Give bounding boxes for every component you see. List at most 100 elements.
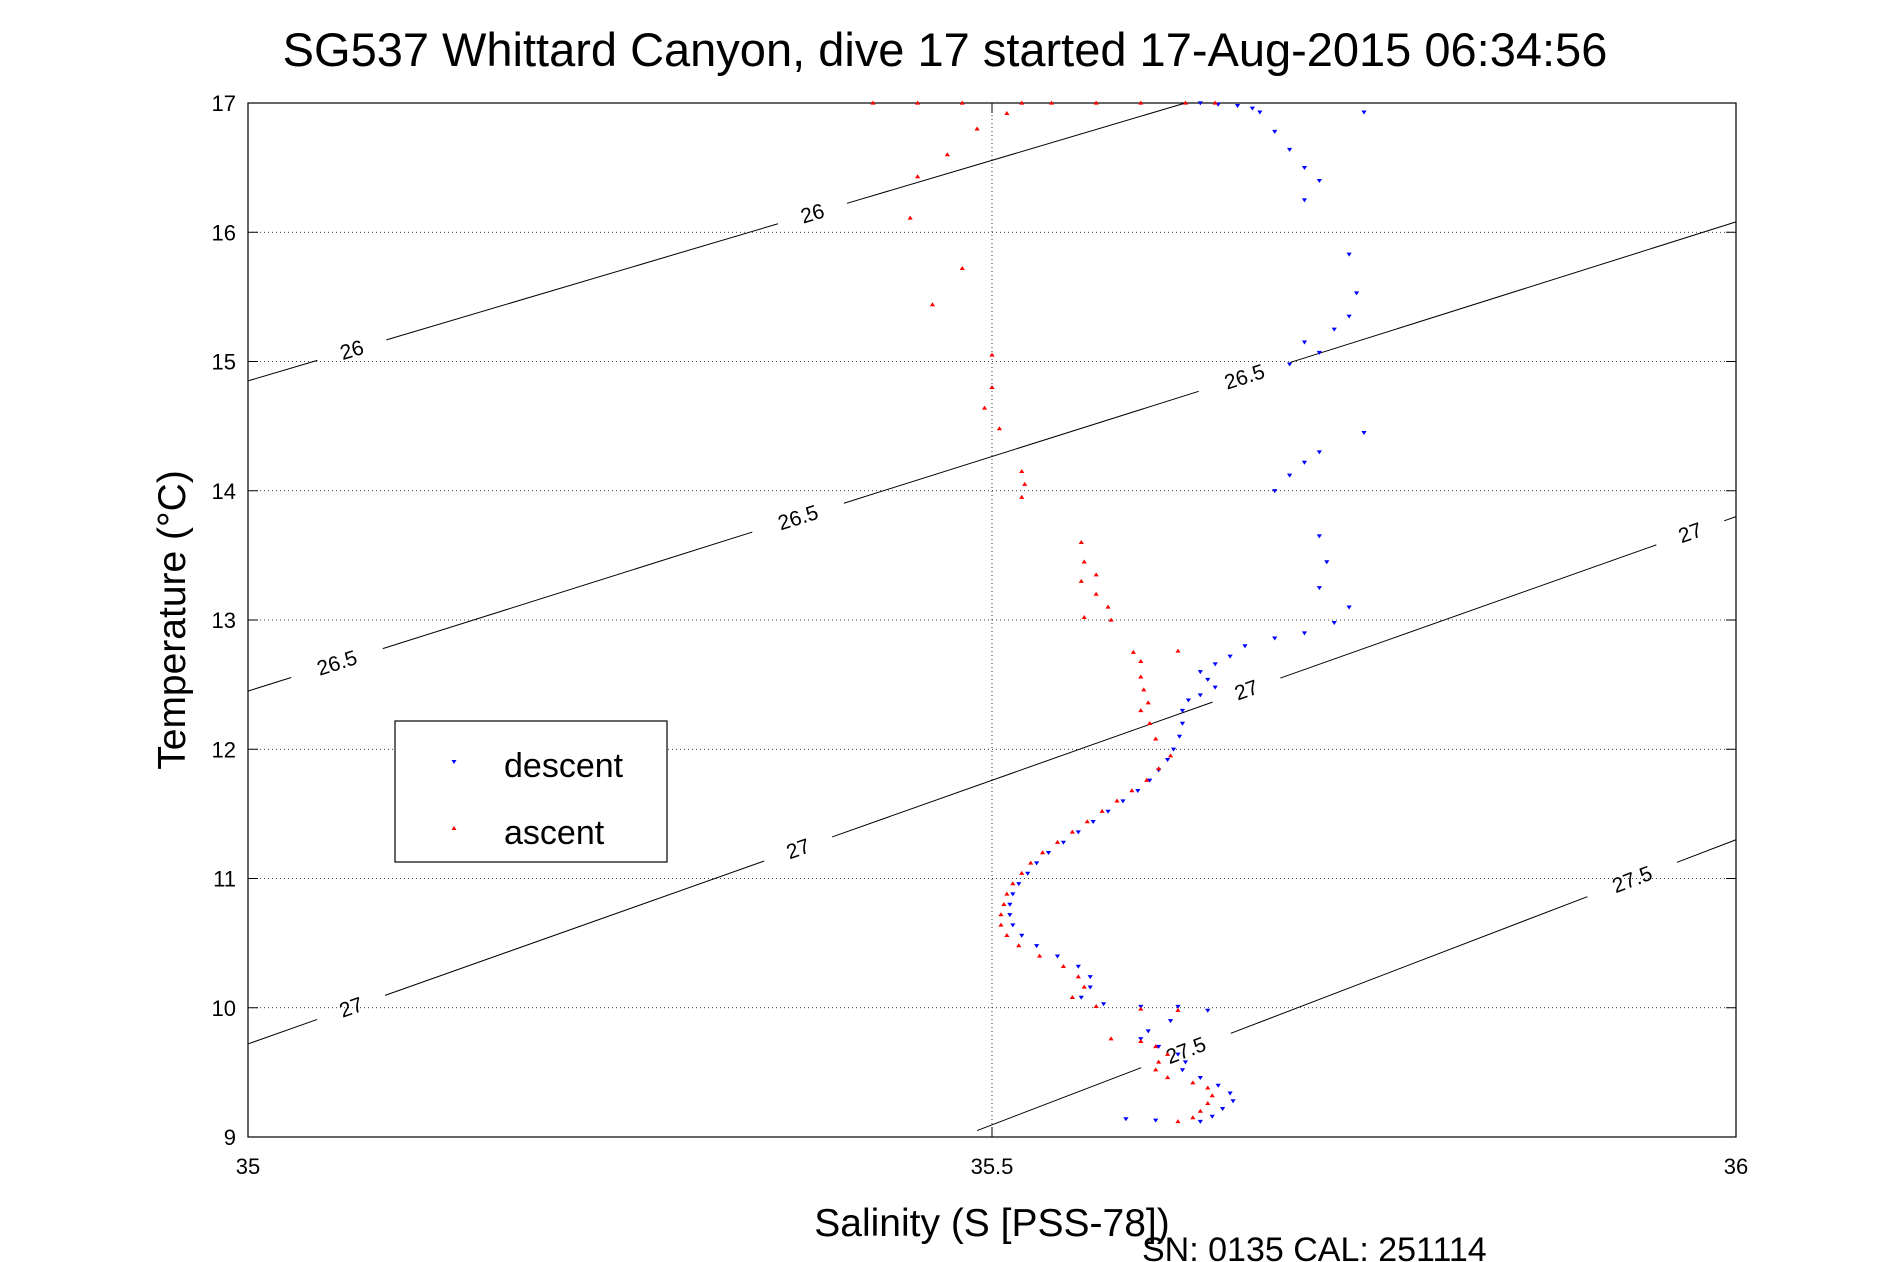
legend-ascent-label: ascent xyxy=(504,814,605,852)
descent-point xyxy=(1007,902,1013,907)
x-tick-label: 35 xyxy=(236,1154,260,1179)
descent-point xyxy=(1164,757,1171,762)
contour-line-26.5 xyxy=(382,531,753,650)
ascent-point xyxy=(1138,674,1144,679)
descent-point xyxy=(1010,923,1016,928)
ascent-point xyxy=(1016,943,1022,948)
descent-point xyxy=(1209,1114,1215,1119)
ascent-point xyxy=(1084,819,1090,824)
ascent-point xyxy=(915,100,921,105)
contour-line-27 xyxy=(384,860,765,996)
ascent-point xyxy=(989,352,995,357)
descent-point xyxy=(1301,340,1308,345)
ascent-point xyxy=(959,266,965,271)
descent-point xyxy=(1346,314,1352,319)
sensor-footer: SN: 0135 CAL: 251114 xyxy=(1142,1231,1487,1262)
y-tick-label: 10 xyxy=(212,996,236,1021)
descent-point xyxy=(1197,1075,1203,1080)
ascent-point xyxy=(907,215,913,220)
descent-point xyxy=(1272,489,1278,494)
descent-point xyxy=(1227,1091,1233,1096)
ascent-point xyxy=(1093,591,1099,596)
ascent-point xyxy=(996,426,1003,431)
legend-descent-marker xyxy=(451,760,457,764)
y-tick-label: 14 xyxy=(212,479,236,504)
ascent-point xyxy=(1138,100,1144,105)
descent-point xyxy=(1145,1029,1151,1034)
x-tick-label: 35.5 xyxy=(971,1154,1014,1179)
ascent-point xyxy=(1081,615,1087,620)
ascent-point xyxy=(1153,736,1159,741)
ascent-point xyxy=(1153,1067,1159,1072)
descent-point xyxy=(1353,291,1360,296)
descent-point xyxy=(1316,586,1322,591)
y-axis-label: Temperature (°C) xyxy=(151,470,194,770)
ascent-point xyxy=(1138,1006,1144,1011)
descent-point xyxy=(1105,809,1111,814)
descent-point xyxy=(1016,882,1022,887)
descent-point xyxy=(1287,473,1293,478)
descent-point xyxy=(1176,734,1183,739)
descent-point xyxy=(1316,450,1322,455)
legend-ascent-marker xyxy=(451,826,457,830)
ascent-point xyxy=(1182,100,1189,105)
ascent-point xyxy=(1078,540,1084,545)
descent-point xyxy=(1007,913,1013,918)
ascent-point xyxy=(944,152,950,157)
contour-line-27 xyxy=(1724,516,1737,522)
descent-point xyxy=(1361,110,1367,115)
descent-point xyxy=(1101,1002,1107,1007)
ascent-point xyxy=(1205,1085,1211,1090)
chart-title: SG537 Whittard Canyon, dive 17 started 1… xyxy=(283,23,1608,76)
y-tick-label: 13 xyxy=(212,608,236,633)
ascent-point xyxy=(1129,788,1135,793)
ascent-point xyxy=(1019,468,1025,473)
contour-line-27 xyxy=(1280,544,1657,679)
ascent-point xyxy=(1145,700,1151,705)
contour-line-26 xyxy=(386,223,779,341)
descent-point xyxy=(1197,1119,1203,1124)
descent-point xyxy=(1060,840,1067,845)
descent-point xyxy=(1234,103,1241,108)
descent-point xyxy=(1287,362,1293,367)
descent-point xyxy=(1120,799,1126,804)
descent-point xyxy=(1301,631,1308,636)
legend: descent ascent xyxy=(394,720,668,863)
descent-point xyxy=(1301,166,1308,171)
descent-point xyxy=(1153,1118,1159,1123)
ascent-point xyxy=(1156,1059,1162,1064)
descent-point xyxy=(1205,1008,1211,1013)
y-tick-label: 9 xyxy=(224,1125,236,1150)
ascent-point xyxy=(1175,1119,1181,1124)
descent-point xyxy=(1090,820,1096,825)
ascent-point xyxy=(1147,721,1153,725)
descent-point xyxy=(1272,636,1278,641)
descent-point xyxy=(1197,101,1203,106)
ascent-point xyxy=(974,126,980,131)
contour-line-26.5 xyxy=(247,676,292,692)
descent-point xyxy=(1156,1044,1162,1049)
ascent-point xyxy=(1037,953,1043,958)
descent-point xyxy=(1316,178,1322,183)
ascent-point xyxy=(1028,860,1034,865)
ascent-point xyxy=(1075,974,1081,979)
y-tick-label: 17 xyxy=(212,91,236,116)
descent-point xyxy=(1249,106,1255,111)
descent-point xyxy=(1197,670,1203,675)
ascent-point xyxy=(959,100,965,105)
ascent-point xyxy=(1081,984,1087,989)
descent-point xyxy=(1054,954,1061,959)
descent-point xyxy=(1010,892,1016,897)
contour-line-27.5 xyxy=(976,1067,1142,1132)
ascent-point xyxy=(1156,766,1162,771)
contour-line-26 xyxy=(846,102,1186,204)
descent-point xyxy=(1075,964,1081,969)
ascent-point xyxy=(1167,753,1174,758)
contour-line-26 xyxy=(247,359,318,382)
ascent-point xyxy=(915,174,921,179)
descent-point xyxy=(1316,534,1322,539)
ascent-point xyxy=(1048,100,1055,105)
descent-point xyxy=(1179,721,1186,726)
y-tick-label: 15 xyxy=(212,350,236,375)
